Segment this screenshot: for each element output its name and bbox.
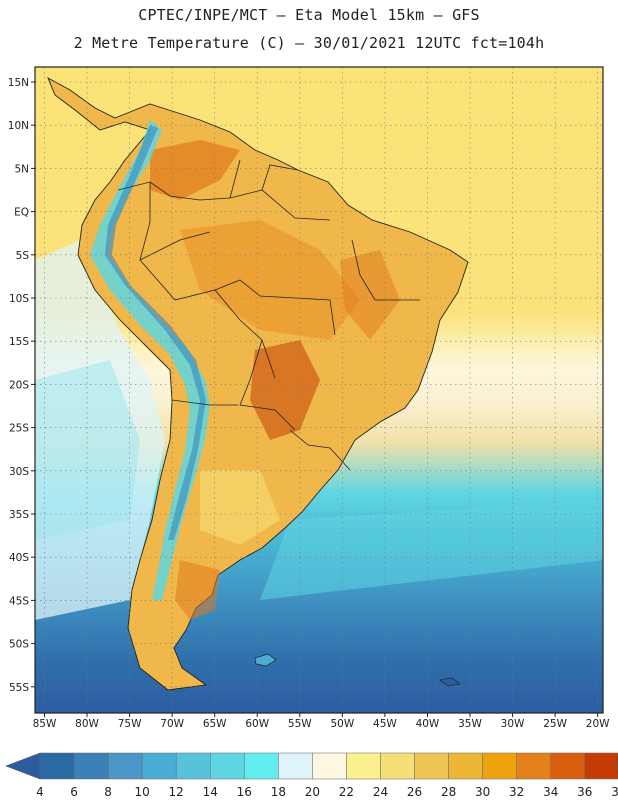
- colorbar-swatch: [380, 752, 415, 780]
- lat-label: 5N: [14, 163, 29, 175]
- lon-label: 50W: [330, 718, 354, 730]
- lat-label: 35S: [9, 509, 29, 521]
- lat-label: 40S: [9, 552, 29, 564]
- colorbar-swatch: [141, 752, 177, 780]
- country-borders: [117, 159, 420, 471]
- chaco-hot-core: [250, 340, 320, 440]
- lon-label: 55W: [288, 718, 312, 730]
- colorbar-tick-label: 24: [373, 785, 388, 799]
- andes-cold-ridge: [90, 120, 210, 600]
- lat-label: 10S: [9, 293, 29, 305]
- lon-label: 30W: [501, 718, 525, 730]
- axis-ticks: 15N 10N 5N EQ 5S 10S 15S 20S 25S 30S 35S 40S 45S 50S 5…: [8, 77, 610, 730]
- pampas-mild-zone: [200, 470, 280, 545]
- south-georgia-island: [439, 677, 461, 687]
- map-title-line2: 2 Metre Temperature (C) – 30/01/2021 12U…: [73, 34, 545, 52]
- lon-label: 35W: [458, 718, 482, 730]
- colorbar-swatch: [414, 752, 449, 780]
- lat-label: 45S: [9, 595, 29, 607]
- colorbar-tick-label: 20: [305, 785, 320, 799]
- colorbar-swatch: [175, 752, 211, 780]
- colorbar-swatch: [448, 752, 483, 780]
- map-title-line1: CPTEC/INPE/MCT – Eta Model 15km – GFS: [138, 6, 480, 24]
- colorbar-swatch: [39, 752, 75, 780]
- colorbar-tick-label: 26: [407, 785, 422, 799]
- lat-label: 15N: [8, 77, 29, 89]
- colorbar-swatch: [312, 752, 347, 780]
- colorbar-swatch: [210, 752, 245, 780]
- colorbar-tick-label: 10: [135, 785, 150, 799]
- lon-label: 65W: [203, 718, 227, 730]
- lon-label: 75W: [118, 718, 142, 730]
- colorbar-tick-label: 18: [271, 785, 286, 799]
- colorbar-tick-label: 16: [237, 785, 252, 799]
- colorbar-under-arrow: [5, 752, 41, 780]
- lon-label: 20W: [586, 718, 610, 730]
- colorbar-swatch: [73, 752, 109, 780]
- colorbar-swatch: [346, 752, 381, 780]
- lon-label: 25W: [543, 718, 567, 730]
- northern-hot-core: [150, 140, 240, 200]
- lon-label: 80W: [75, 718, 99, 730]
- colorbar-swatch: [584, 752, 618, 780]
- pacific-cold-tongue: [35, 360, 140, 540]
- lat-label: EQ: [14, 207, 29, 219]
- colorbar-swatch: [550, 752, 586, 780]
- colorbar-tick-label: 14: [203, 785, 218, 799]
- lat-label: 20S: [9, 379, 29, 391]
- lon-label: 60W: [245, 718, 269, 730]
- map-frame: [34, 66, 604, 714]
- colorbar-swatch: [107, 752, 143, 780]
- colorbar: 4 6 8 10 12 14 16 18 20 22 24 26 28 30 32 34 36 38: [5, 752, 618, 799]
- colorbar-tick-label: 6: [70, 785, 78, 799]
- colorbar-swatch: [482, 752, 517, 780]
- colorbar-tick-label: 28: [441, 785, 456, 799]
- colorbar-tick-label: 4: [36, 785, 44, 799]
- lat-label: 55S: [9, 682, 29, 694]
- colorbar-tick-label: 32: [509, 785, 524, 799]
- lat-label: 5S: [16, 250, 30, 262]
- colorbar-swatch: [516, 752, 552, 780]
- atlantic-cool-band: [260, 500, 603, 600]
- falkland-islands: [254, 653, 277, 667]
- patagonia-warm-zone: [175, 560, 220, 620]
- colorbar-swatch: [244, 752, 279, 780]
- lat-label: 15S: [9, 336, 29, 348]
- colorbar-swatch: [278, 752, 313, 780]
- colorbar-tick-label: 22: [339, 785, 354, 799]
- amazon-warm-zone: [180, 220, 360, 340]
- colorbar-tick-label: 30: [475, 785, 490, 799]
- lon-label: 40W: [416, 718, 440, 730]
- colorbar-tick-label: 38: [611, 785, 618, 799]
- lat-label: 50S: [9, 639, 29, 651]
- colorbar-tick-label: 34: [543, 785, 558, 799]
- lat-label: 10N: [8, 120, 29, 132]
- lat-label: 25S: [9, 423, 29, 435]
- colorbar-tick-label: 12: [169, 785, 184, 799]
- lon-label: 45W: [373, 718, 397, 730]
- colorbar-tick-label: 8: [104, 785, 112, 799]
- lon-label: 85W: [33, 718, 57, 730]
- lat-label: 30S: [9, 466, 29, 478]
- lon-label: 70W: [160, 718, 184, 730]
- colorbar-tick-label: 36: [577, 785, 592, 799]
